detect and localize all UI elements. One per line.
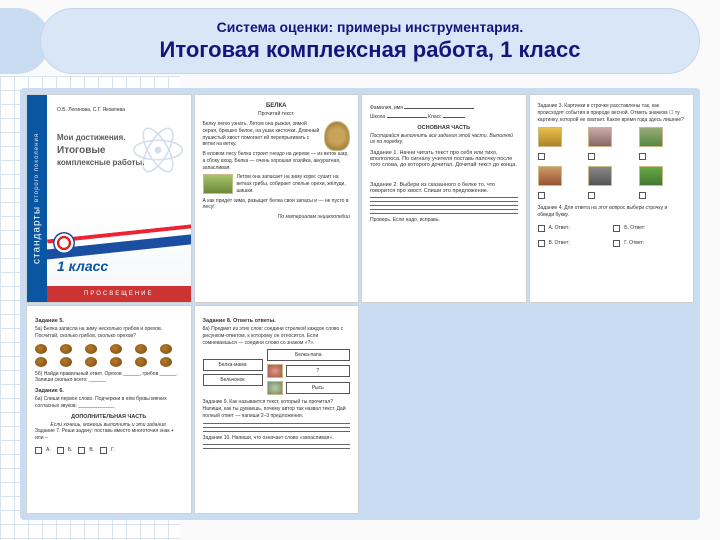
animal-5-icon: [588, 166, 612, 186]
cover-line2: Итоговые: [57, 145, 105, 156]
pages-grid: стандарты второго поколения О.Б. Логинов…: [20, 88, 700, 520]
animal-1-icon: [538, 127, 562, 147]
cover-authors: О.Б. Логинова, С.Г. Яковлева: [57, 107, 125, 113]
cover-publisher: ПРОСВЕЩЕНИЕ: [47, 286, 191, 302]
owl-icon: [324, 121, 350, 151]
section-main: ОСНОВНАЯ ЧАСТЬ: [370, 125, 518, 131]
lynx-icon: [267, 381, 283, 395]
animal-3-icon: [639, 127, 663, 147]
worksheet-page-6: Задание 8. Отметь ответы. 8а) Предмет из…: [194, 305, 360, 514]
cover-spine: стандарты второго поколения: [27, 95, 47, 302]
p2-sub: Прочитай текст.: [203, 111, 351, 117]
animal-4-icon: [538, 166, 562, 186]
worksheet-page-4: Задание 3. Картинки в строчке расставлен…: [529, 94, 695, 303]
cover-ring-icon: [53, 232, 75, 254]
animal-2-icon: [588, 127, 612, 147]
worksheet-page-3: Фамилия, имя Школа Класс ОСНОВНАЯ ЧАСТЬ …: [361, 94, 527, 303]
worksheet-page-5: Задание 5. 5а) Белка запасла на зиму нес…: [26, 305, 192, 514]
cover-class: 1 класс: [57, 258, 108, 274]
header-subtitle: Система оценки: примеры инструментария.: [217, 19, 524, 35]
cover-line1: Мои достижения.: [57, 133, 126, 142]
book-cover: стандарты второго поколения О.Б. Логинов…: [26, 94, 192, 303]
worksheet-page-2: БЕЛКА Прочитай текст. Белку легко узнать…: [194, 94, 360, 303]
header-title: Итоговая комплексная работа, 1 класс: [160, 37, 581, 63]
nuts-grid: [35, 344, 183, 367]
deer-icon: [203, 174, 233, 194]
spine-sec: второго поколения: [34, 133, 40, 202]
squirrel-icon: [267, 364, 283, 378]
p2-title: БЕЛКА: [203, 103, 351, 109]
animal-6-icon: [639, 166, 663, 186]
header-band: Система оценки: примеры инструментария. …: [40, 8, 700, 74]
spine-text: стандарты: [32, 206, 43, 264]
atom-icon: [131, 123, 185, 177]
